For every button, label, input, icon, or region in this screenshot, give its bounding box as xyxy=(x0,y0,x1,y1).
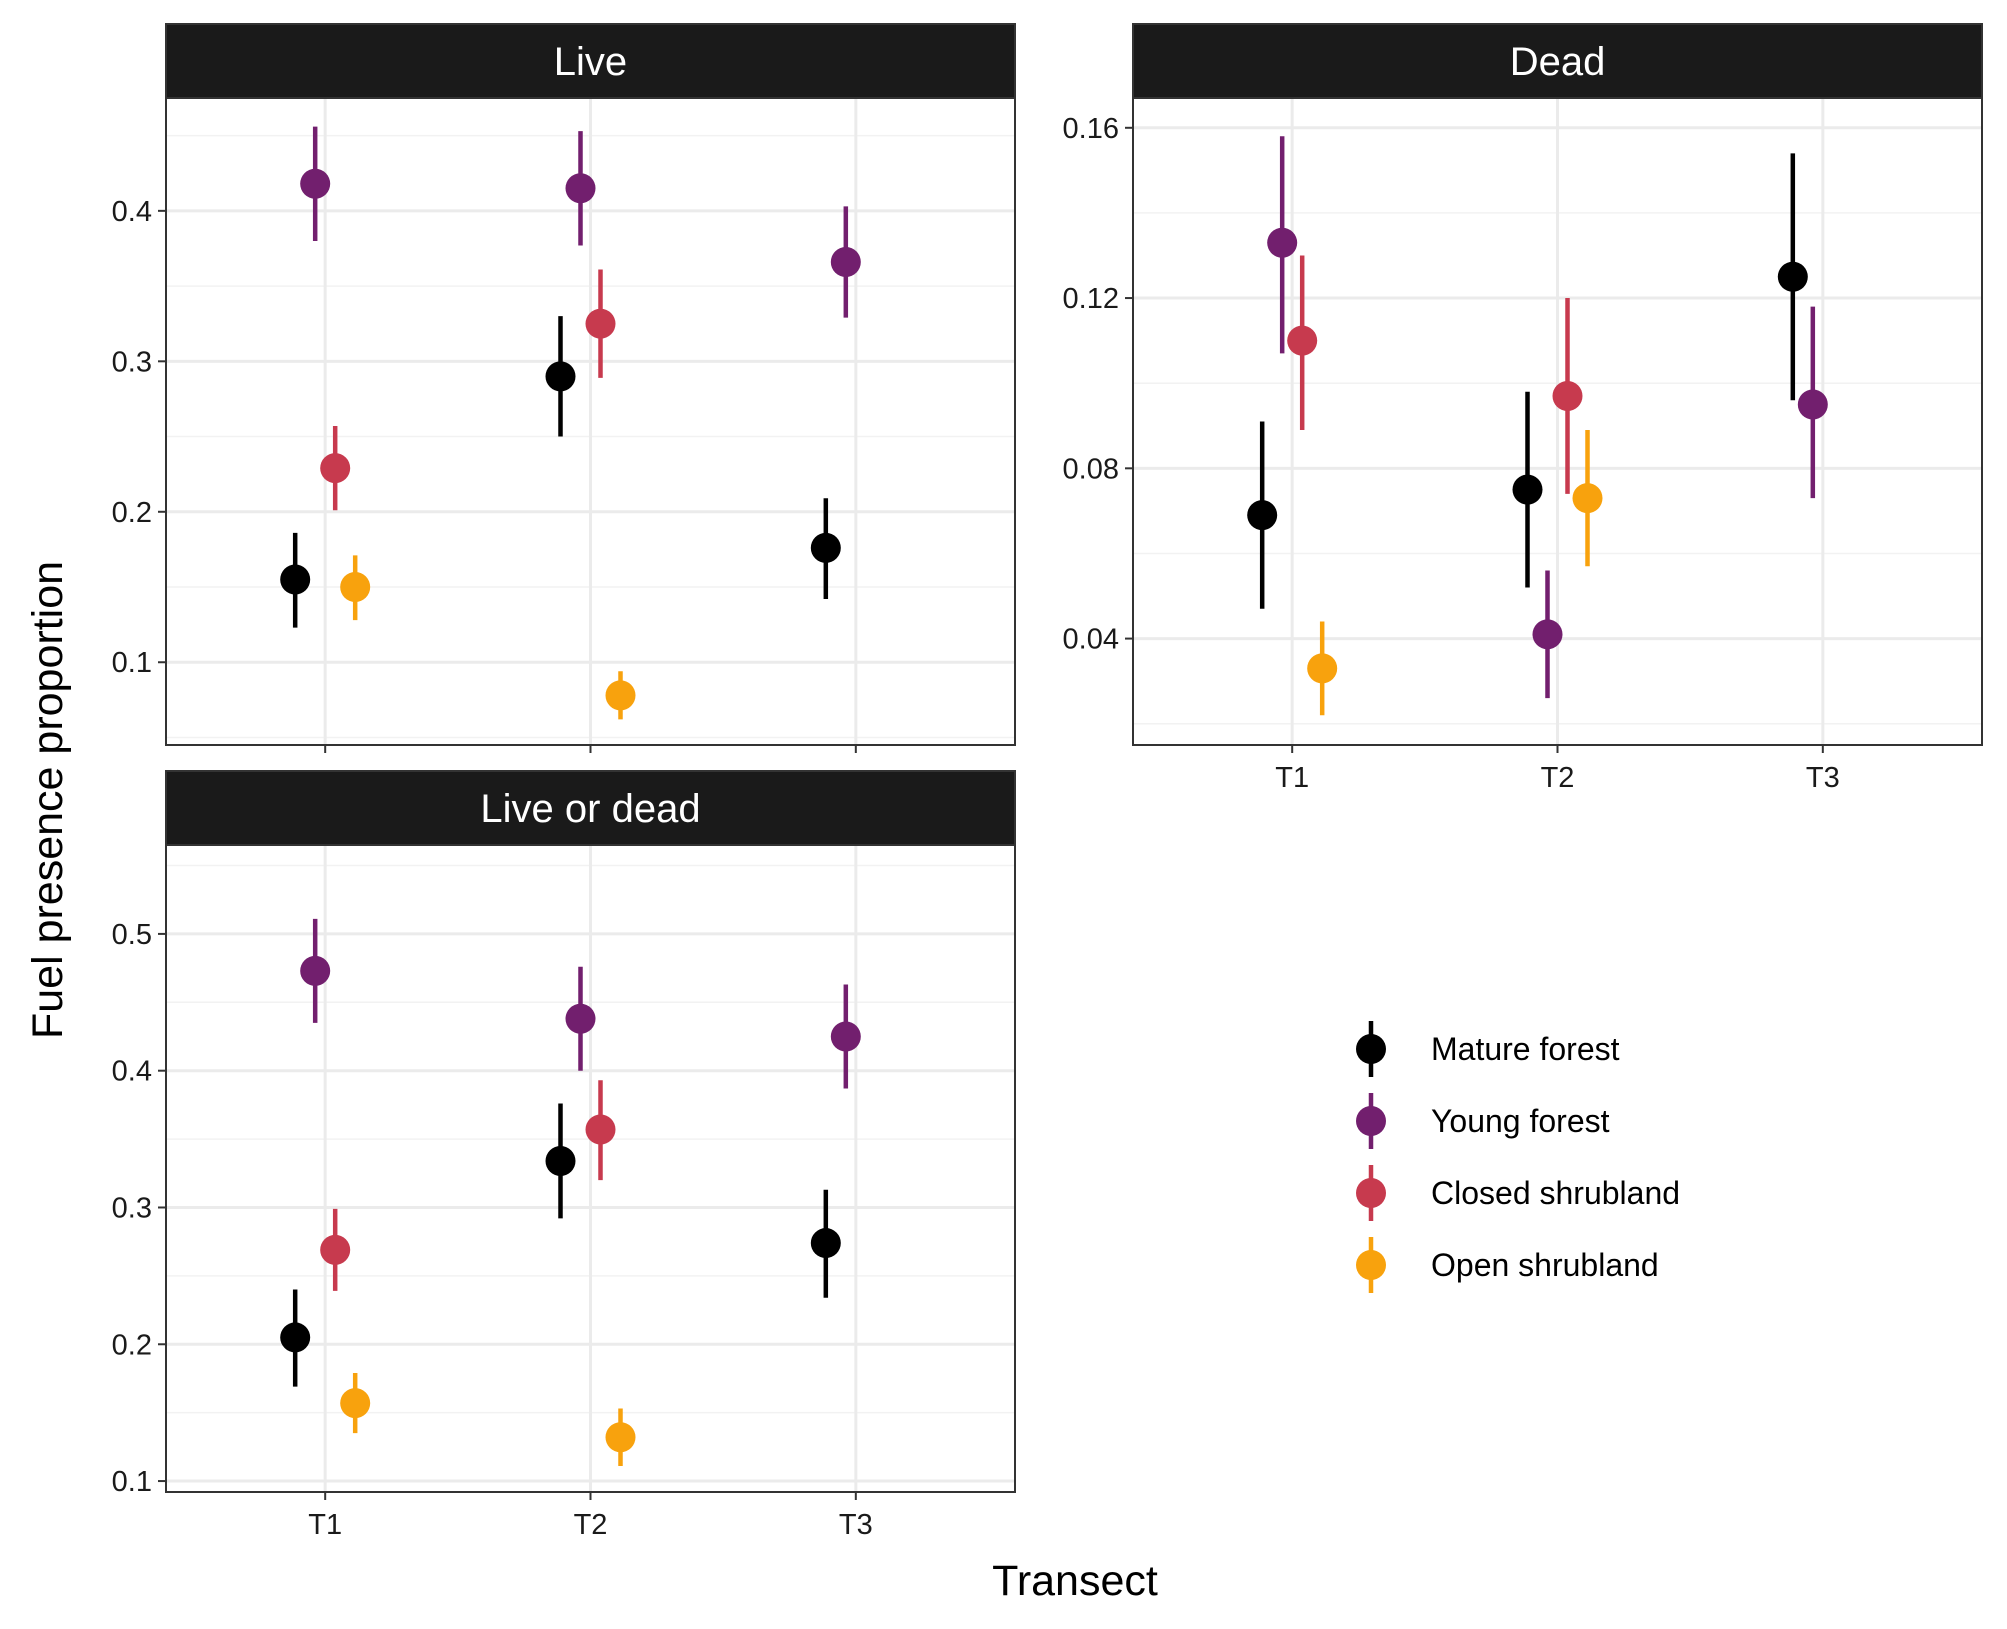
data-point xyxy=(300,168,331,199)
panel-strip xyxy=(165,23,1016,99)
series-open-shrubland xyxy=(340,1372,636,1467)
panel-strip-label: Live xyxy=(554,40,627,84)
legend-key-point xyxy=(1356,1178,1386,1208)
data-point xyxy=(545,1145,576,1176)
y-tick-label: 0.4 xyxy=(112,1056,152,1088)
legend-key-point xyxy=(1356,1250,1386,1280)
panel-live: Live 0.1 0.2 0.3 0.4 xyxy=(112,23,1016,753)
data-point xyxy=(585,1114,616,1145)
panel-strip xyxy=(165,770,1016,846)
y-axis-title: Fuel presence proportion xyxy=(24,561,72,1039)
data-point xyxy=(1247,500,1278,531)
x-tick-label: T3 xyxy=(1806,762,1840,794)
data-point xyxy=(1267,227,1298,258)
legend-label: Mature forest xyxy=(1431,1031,1620,1067)
legend-item-open-shrubland: Open shrubland xyxy=(1356,1237,1659,1293)
data-point xyxy=(605,1422,636,1453)
series-closed-shrubland xyxy=(320,269,616,511)
series-young-forest xyxy=(300,126,861,318)
data-point xyxy=(605,680,636,711)
data-point xyxy=(830,247,861,278)
series-open-shrubland xyxy=(340,555,636,720)
data-point xyxy=(280,564,311,595)
legend-label: Open shrubland xyxy=(1431,1247,1659,1283)
panel-strip-label: Live or dead xyxy=(480,787,700,831)
data-point xyxy=(545,361,576,392)
legend-label: Closed shrubland xyxy=(1431,1175,1680,1211)
x-tick-label: T3 xyxy=(839,1509,873,1541)
y-tick-label: 0.1 xyxy=(112,647,152,679)
legend-label: Young forest xyxy=(1431,1103,1610,1139)
panel-strip-label: Dead xyxy=(1510,40,1606,84)
data-point xyxy=(340,1388,371,1419)
data-point xyxy=(810,1228,841,1259)
data-point xyxy=(1572,483,1603,514)
data-point xyxy=(320,1234,351,1265)
y-tick-label: 0.1 xyxy=(112,1466,152,1498)
legend-item-mature-forest: Mature forest xyxy=(1356,1021,1620,1077)
data-point xyxy=(810,532,841,563)
data-point xyxy=(340,572,371,603)
data-point xyxy=(1552,380,1583,411)
y-tick-label: 0.2 xyxy=(112,1329,152,1361)
data-point xyxy=(565,1003,596,1034)
y-tick-label: 0.4 xyxy=(112,196,152,228)
panel-live-or-dead: Live or dead 0.1 0.2 0.3 0.4 0.5 T1 T2 T3 xyxy=(112,770,1016,1541)
series-closed-shrubland xyxy=(1287,255,1583,494)
data-point xyxy=(565,173,596,204)
panel-dead: Dead 0.04 0.08 0.12 0.16 T1 T2 T3 xyxy=(1063,23,1983,794)
y-tick-label: 0.3 xyxy=(112,346,152,378)
legend-key-point xyxy=(1356,1106,1386,1136)
panels: Live 0.1 0.2 0.3 0.4 Dead 0.04 0.08 0.12 0.16 T1 T2… xyxy=(112,23,1983,1541)
data-point xyxy=(1777,261,1808,292)
y-tick-label: 0.12 xyxy=(1063,283,1119,315)
y-tick-label: 0.3 xyxy=(112,1192,152,1224)
legend-key-point xyxy=(1356,1034,1386,1064)
x-tick-label: T2 xyxy=(1541,762,1575,794)
legend-item-closed-shrubland: Closed shrubland xyxy=(1356,1165,1680,1221)
data-point xyxy=(1797,389,1828,420)
series-young-forest xyxy=(300,918,861,1089)
series-mature-forest xyxy=(280,1103,841,1387)
x-tick-label: T2 xyxy=(574,1509,608,1541)
series-closed-shrubland xyxy=(320,1080,616,1291)
y-tick-label: 0.16 xyxy=(1063,113,1119,145)
data-point xyxy=(280,1322,311,1353)
y-tick-label: 0.2 xyxy=(112,497,152,529)
series-mature-forest xyxy=(280,316,841,628)
series-open-shrubland xyxy=(1307,430,1603,716)
data-point xyxy=(1287,325,1318,356)
series-mature-forest xyxy=(1247,153,1808,609)
series-young-forest xyxy=(1267,136,1828,699)
data-point xyxy=(1512,474,1543,505)
y-tick-label: 0.08 xyxy=(1063,453,1119,485)
x-axis-title: Transect xyxy=(992,1557,1158,1605)
data-point xyxy=(1532,619,1563,650)
y-tick-label: 0.04 xyxy=(1063,624,1119,656)
y-tick-label: 0.5 xyxy=(112,919,152,951)
legend-item-young-forest: Young forest xyxy=(1356,1093,1610,1149)
panel-strip xyxy=(1132,23,1983,99)
x-tick-label: T1 xyxy=(1275,762,1309,794)
x-tick-label: T1 xyxy=(308,1509,342,1541)
data-point xyxy=(1307,653,1338,684)
data-point xyxy=(830,1021,861,1052)
data-point xyxy=(585,308,616,339)
data-point xyxy=(320,453,351,484)
data-point xyxy=(300,955,331,986)
legend: Mature forest Young forest Closed shrublan… xyxy=(1356,1021,1680,1293)
